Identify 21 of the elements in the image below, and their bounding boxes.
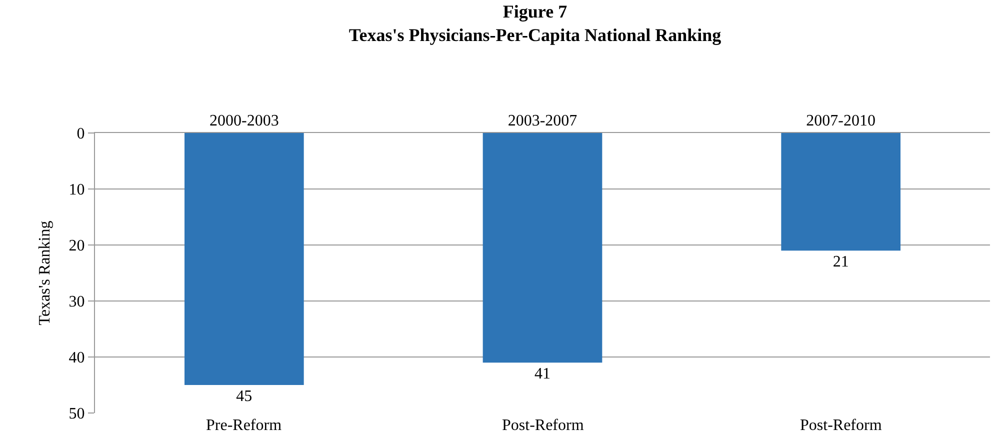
text: Pre-Reform [206, 417, 282, 434]
y-tick-label: 0 [76, 126, 85, 143]
data-label: 45 [236, 388, 252, 405]
y-tick-label: 50 [68, 406, 85, 423]
chart-title: Figure 7 [502, 2, 568, 22]
bar [482, 133, 602, 363]
chart-subtitle: Texas's Physicians-Per-Capita National Ranking [348, 25, 722, 46]
y-tick-label: 40 [68, 350, 85, 367]
x-tick-label: 2000-2003 [210, 112, 279, 130]
y-tick-label: 30 [68, 294, 85, 311]
text: Post-Reform [800, 417, 882, 434]
x-tick-label: 2007-2010 [806, 112, 876, 130]
bar [184, 133, 304, 385]
x-tick-label: 2003-2007 [508, 112, 578, 130]
bar [781, 133, 900, 251]
data-label: 21 [832, 254, 849, 271]
y-tick-label: 10 [68, 182, 85, 199]
data-label: 41 [534, 366, 550, 383]
text: Post-Reform [502, 417, 584, 434]
y-tick-label: 20 [68, 238, 85, 255]
y-axis-title: Texas's Ranking [36, 220, 54, 326]
